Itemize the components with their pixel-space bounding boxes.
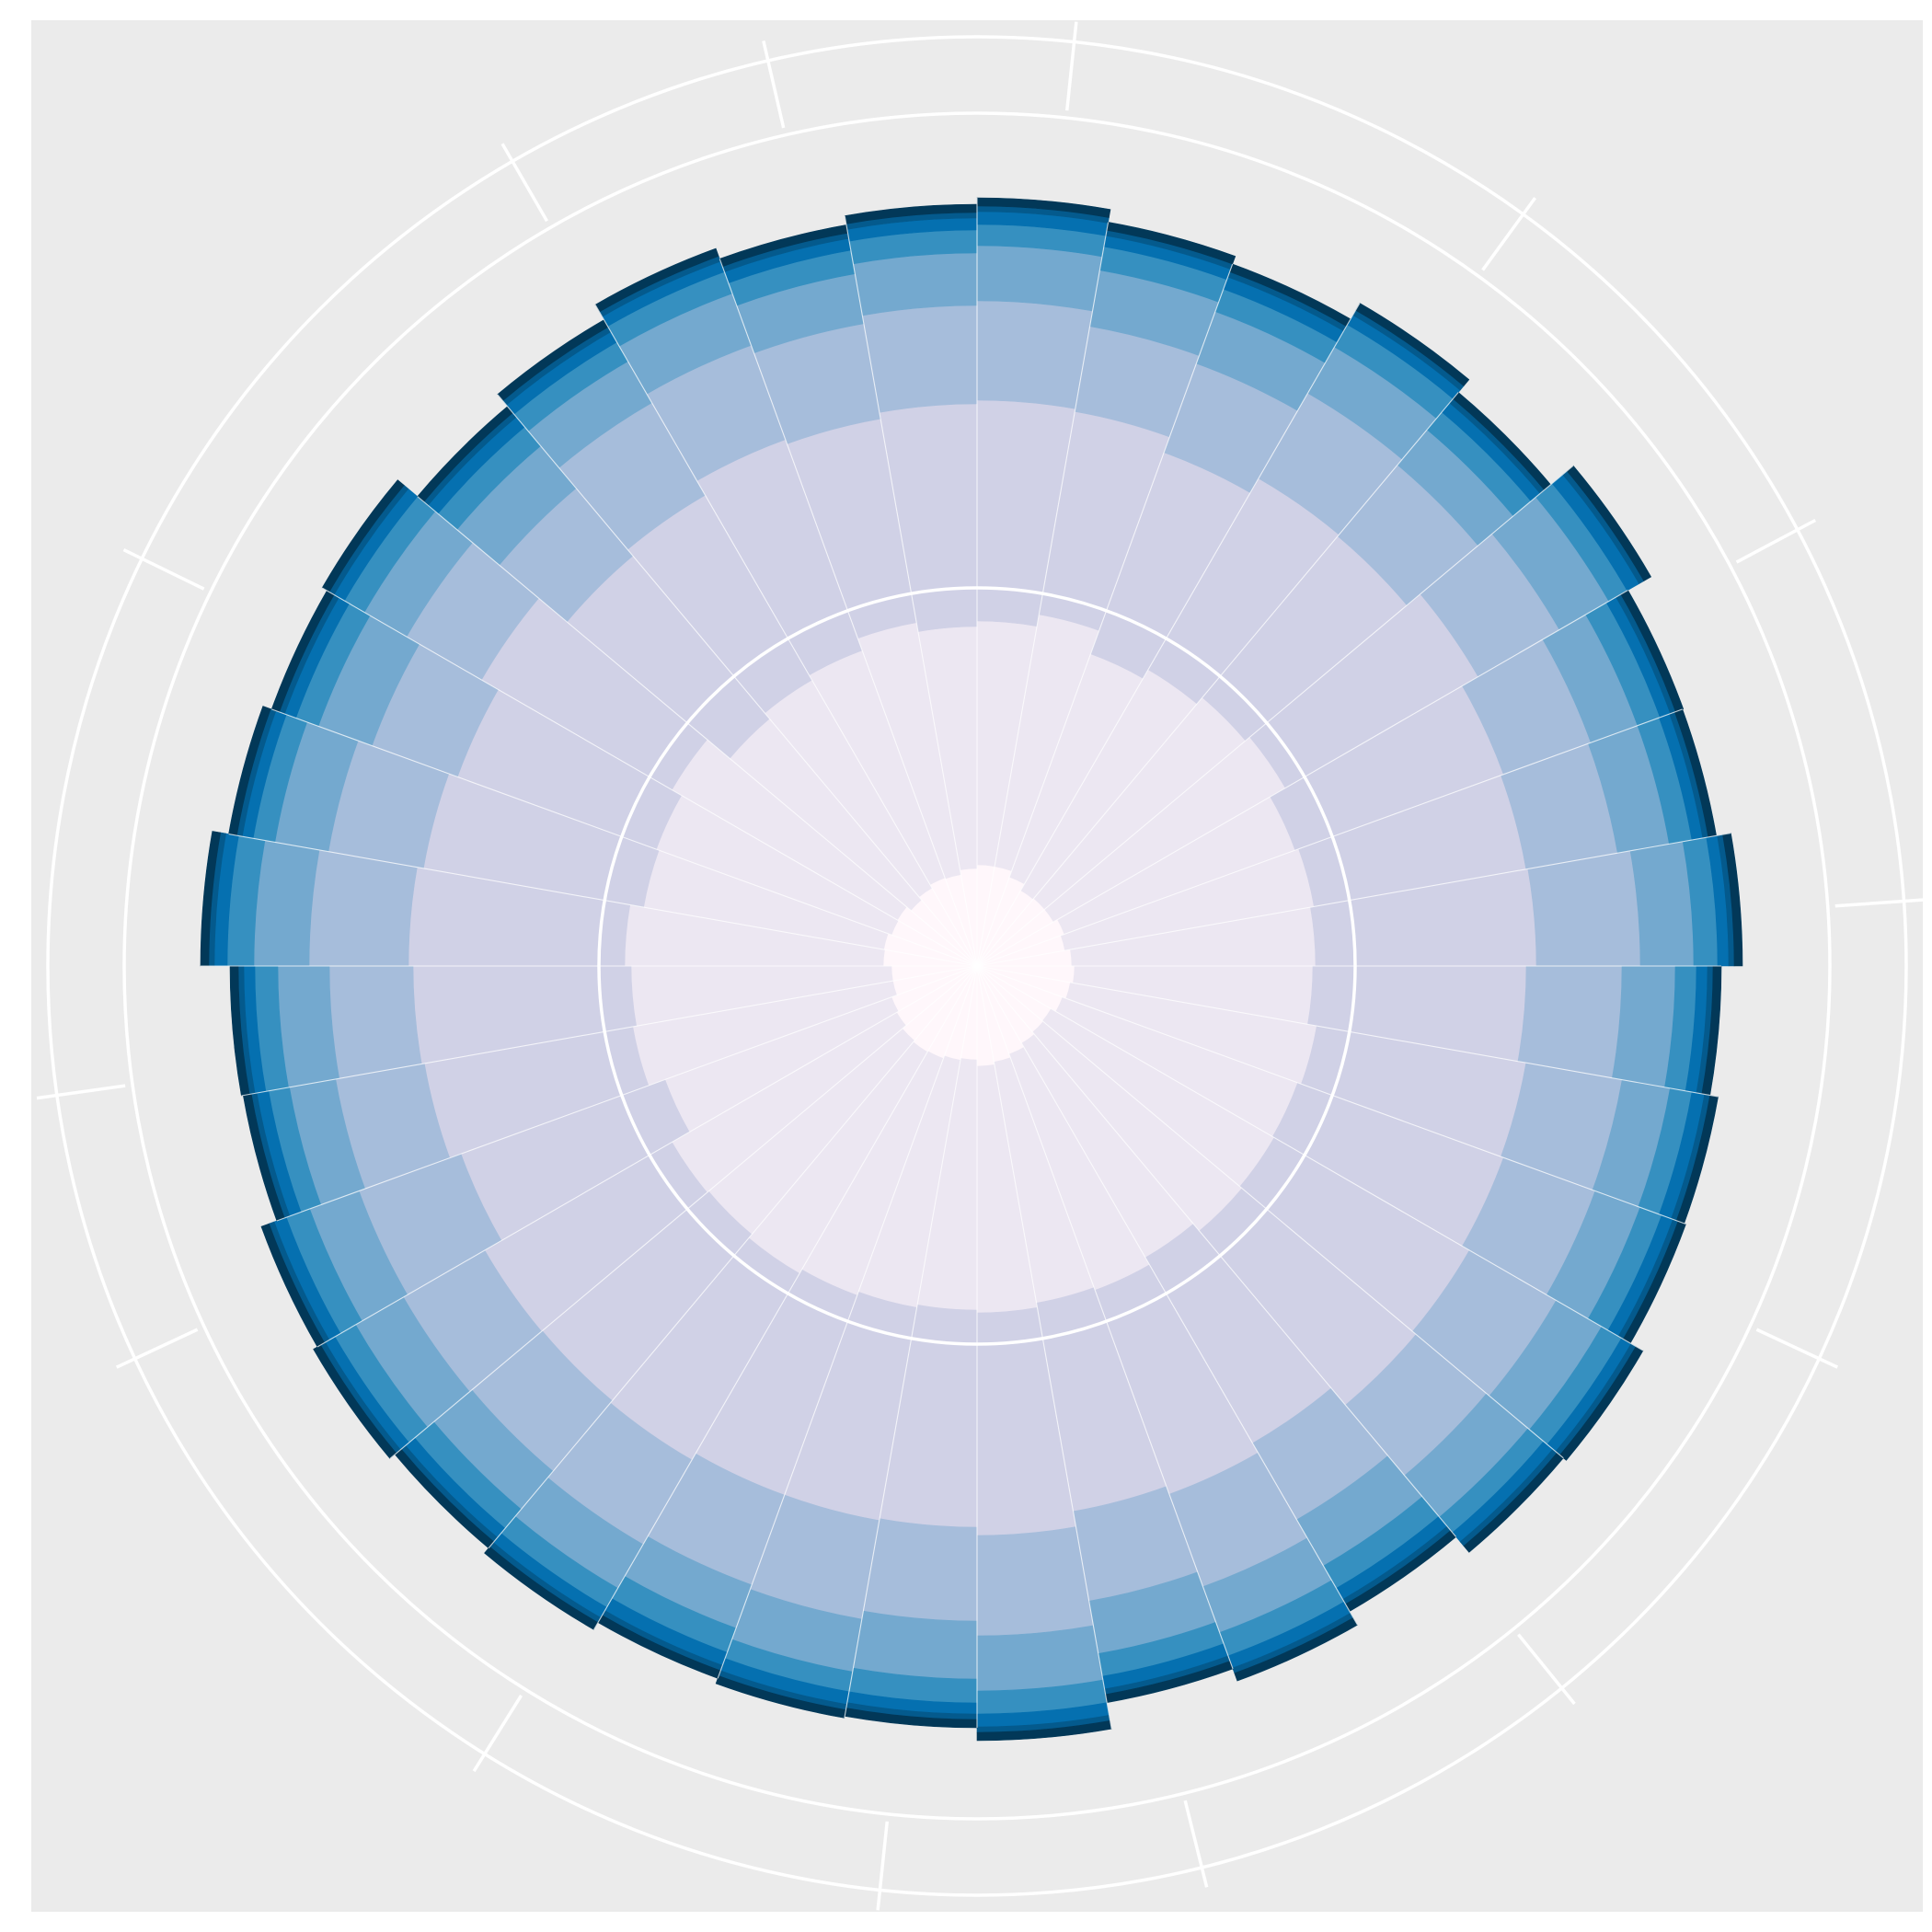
- radial-gridline-18: [976, 965, 1112, 1730]
- bar-segment-s9-sector4: [1355, 303, 1470, 386]
- bar-segment-s4-sector10: [1517, 965, 1623, 1079]
- radial-gridline-14: [976, 965, 1564, 1459]
- outer-tick-7: [1183, 1800, 1209, 1888]
- outer-tick-10: [115, 1328, 199, 1369]
- bar-segment-s9-sector29: [228, 706, 271, 836]
- outer-tick-1: [1064, 21, 1078, 111]
- bar-segment-s4-sector1: [976, 300, 1093, 409]
- bar-segment-s9-sector31: [321, 479, 405, 592]
- radial-gridline-26: [276, 965, 978, 1222]
- bar-segment-s9-sector14: [1463, 1452, 1564, 1553]
- outer-tick-12: [122, 548, 205, 591]
- outer-tick-13: [500, 143, 549, 223]
- bar-segment-s5-sector1: [976, 245, 1103, 312]
- radial-gridline-25: [316, 965, 978, 1348]
- outer-tick-2: [1481, 197, 1537, 271]
- radial-gridline-9: [976, 832, 1731, 967]
- bar-segment-s9-sector28: [200, 831, 222, 967]
- bar-segment-s9-sector34: [594, 247, 719, 313]
- radial-gridline-15: [976, 965, 1457, 1537]
- radial-gridline-11: [976, 965, 1719, 1098]
- bar-segment-s4-sector28: [308, 849, 418, 967]
- radial-gridline-3: [976, 263, 1234, 967]
- outer-tick-6: [1517, 1633, 1576, 1706]
- radial-gridline-35: [719, 259, 978, 967]
- outer-axis-ring: [46, 35, 1908, 1897]
- radial-gridline-7: [976, 590, 1628, 967]
- outer-tick-14: [762, 40, 786, 129]
- outer-tick-8: [876, 1821, 890, 1911]
- bar-segment-s5-sector10: [1612, 965, 1676, 1088]
- bars-layer: [200, 197, 1743, 1742]
- grid-layer: [36, 21, 1925, 1911]
- bar-segment-s9-sector6: [1566, 465, 1652, 581]
- radial-gridline-24: [389, 965, 978, 1459]
- bar-segment-s5-sector18: [976, 1625, 1104, 1692]
- bar-segment-s4-sector36: [861, 305, 978, 413]
- radial-gridline-16: [976, 965, 1358, 1626]
- radial-gridline-36: [844, 215, 978, 967]
- bar-segment-s4-sector27: [328, 965, 422, 1079]
- bar-segment-s9-sector1: [976, 197, 1111, 218]
- radial-gridline-20: [844, 965, 978, 1719]
- bar-segment-s5-sector28: [253, 840, 320, 967]
- radial-gridline-34: [594, 304, 978, 967]
- bar-segment-s4-sector9: [1527, 850, 1641, 967]
- bar-segment-s9-sector16: [1234, 1617, 1358, 1682]
- radial-gridline-5: [976, 392, 1459, 967]
- bar-segment-s4-sector19: [863, 1518, 978, 1622]
- radial-gridline-22: [593, 965, 978, 1630]
- outer-grid-circle: [122, 111, 1832, 1821]
- outer-tick-4: [1834, 898, 1925, 908]
- bar-segment-s9-sector9: [1722, 833, 1743, 967]
- radial-gridline-32: [417, 496, 978, 967]
- outer-tick-3: [1735, 518, 1817, 564]
- radial-gridline-27: [241, 965, 978, 1097]
- radial-gridline-4: [976, 303, 1361, 967]
- radial-gridline-8: [976, 708, 1683, 967]
- bar-segment-s9-sector18: [976, 1719, 1112, 1742]
- radial-gridline-29: [228, 834, 978, 967]
- outer-tick-9: [472, 1694, 523, 1773]
- bar-segment-s4-sector18: [976, 1526, 1094, 1637]
- bar-segment-s9-sector25: [260, 1223, 326, 1348]
- bar-segment-s9-sector2: [1106, 222, 1236, 265]
- radial-gridline-6: [976, 465, 1574, 967]
- radial-gridline-17: [976, 965, 1234, 1670]
- outer-tick-5: [1755, 1328, 1839, 1369]
- bar-segment-s5-sector19: [853, 1610, 978, 1680]
- radial-gridline-30: [271, 708, 978, 967]
- radial-gridline-33: [497, 394, 978, 967]
- outer-tick-11: [36, 1084, 126, 1100]
- inner-grid-circle: [597, 586, 1357, 1346]
- radial-gridline-23: [488, 965, 978, 1549]
- radial-gridline-13: [976, 965, 1644, 1351]
